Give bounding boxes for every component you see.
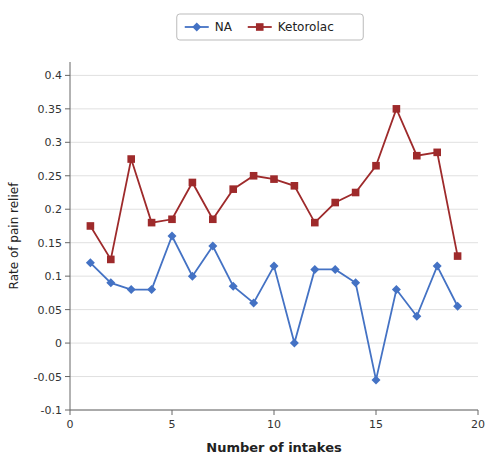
- y-tick-label: -0.1: [41, 404, 62, 417]
- data-point: [188, 272, 197, 281]
- x-tick: [70, 410, 71, 415]
- y-axis-label: Rate of pain relief: [7, 182, 21, 290]
- x-axis: [70, 410, 478, 411]
- legend-label: NA: [215, 20, 233, 34]
- x-tick: [478, 410, 479, 415]
- data-point: [249, 298, 258, 307]
- y-axis: [70, 62, 71, 410]
- data-point: [310, 265, 319, 274]
- data-point: [393, 105, 401, 113]
- series-line: [90, 236, 457, 380]
- data-point: [127, 155, 135, 163]
- x-tick-label: 15: [369, 418, 383, 431]
- grid-line: [70, 75, 478, 76]
- y-tick-label: 0: [55, 337, 62, 350]
- data-point: [453, 302, 462, 311]
- y-tick: [65, 309, 70, 310]
- legend-marker: [256, 23, 264, 31]
- x-axis-label: Number of intakes: [206, 440, 342, 455]
- grid-line: [70, 142, 478, 143]
- grid-line: [70, 276, 478, 277]
- x-tick: [172, 410, 173, 415]
- chart: -0.1 -0.05 0 0.05 0.1 0.15 0.2 0.25 0.3 0.35 0.4 0 5…: [0, 0, 500, 466]
- y-tick: [65, 209, 70, 210]
- grid-line: [70, 108, 478, 109]
- data-point: [372, 162, 380, 170]
- data-point: [270, 262, 279, 271]
- data-point: [87, 222, 95, 230]
- data-point: [106, 278, 115, 287]
- grid-line: [70, 343, 478, 344]
- data-point: [147, 285, 156, 294]
- y-tick-label: 0.1: [45, 270, 63, 283]
- grid-line: [70, 209, 478, 210]
- y-tick: [65, 410, 70, 411]
- data-point: [168, 215, 176, 223]
- data-point: [229, 282, 238, 291]
- data-point: [107, 256, 115, 264]
- data-point: [189, 179, 197, 187]
- data-point: [331, 265, 340, 274]
- y-tick: [65, 343, 70, 344]
- data-point: [352, 189, 360, 197]
- legend-label: Ketorolac: [278, 20, 334, 34]
- y-tick-label: 0.4: [45, 69, 63, 82]
- data-point: [208, 242, 217, 251]
- x-tick: [274, 410, 275, 415]
- data-point: [454, 252, 462, 260]
- series-line: [90, 109, 457, 260]
- data-point: [372, 375, 381, 384]
- data-point: [270, 175, 278, 183]
- grid-line: [70, 309, 478, 310]
- y-tick: [65, 376, 70, 377]
- data-point: [229, 185, 237, 193]
- data-point: [351, 278, 360, 287]
- y-tick: [65, 142, 70, 143]
- y-tick: [65, 108, 70, 109]
- x-tick-label: 5: [169, 418, 176, 431]
- y-tick: [65, 175, 70, 176]
- y-tick-label: 0.25: [38, 170, 63, 183]
- data-point: [392, 285, 401, 294]
- data-point: [86, 258, 95, 267]
- data-point: [250, 172, 258, 180]
- data-point: [412, 312, 421, 321]
- y-tick-label: 0.15: [38, 237, 63, 250]
- y-tick-label: 0.05: [38, 304, 63, 317]
- data-point: [127, 285, 136, 294]
- data-point: [413, 152, 421, 160]
- legend-marker: [192, 23, 201, 32]
- y-tick: [65, 242, 70, 243]
- x-tick-label: 0: [67, 418, 74, 431]
- y-tick-label: -0.05: [34, 371, 62, 384]
- data-point: [433, 262, 442, 271]
- data-point: [311, 219, 319, 227]
- grid-line: [70, 242, 478, 243]
- y-tick: [65, 276, 70, 277]
- data-point: [290, 339, 299, 348]
- grid-line: [70, 376, 478, 377]
- x-tick-label: 20: [471, 418, 485, 431]
- legend-frame: [177, 14, 364, 40]
- data-point: [433, 149, 441, 157]
- y-tick-label: 0.2: [45, 203, 63, 216]
- data-point: [148, 219, 156, 227]
- y-tick-label: 0.35: [38, 103, 63, 116]
- y-tick-label: 0.3: [45, 136, 63, 149]
- grid: [70, 75, 478, 410]
- data-point: [291, 182, 299, 190]
- x-tick: [376, 410, 377, 415]
- x-tick-label: 10: [267, 418, 281, 431]
- legend: NA Ketorolac: [177, 14, 364, 40]
- plot-area: [86, 105, 462, 384]
- y-tick: [65, 75, 70, 76]
- data-point: [331, 199, 339, 207]
- data-point: [209, 215, 217, 223]
- grid-line: [70, 410, 478, 411]
- data-point: [168, 232, 177, 241]
- background: [0, 0, 500, 466]
